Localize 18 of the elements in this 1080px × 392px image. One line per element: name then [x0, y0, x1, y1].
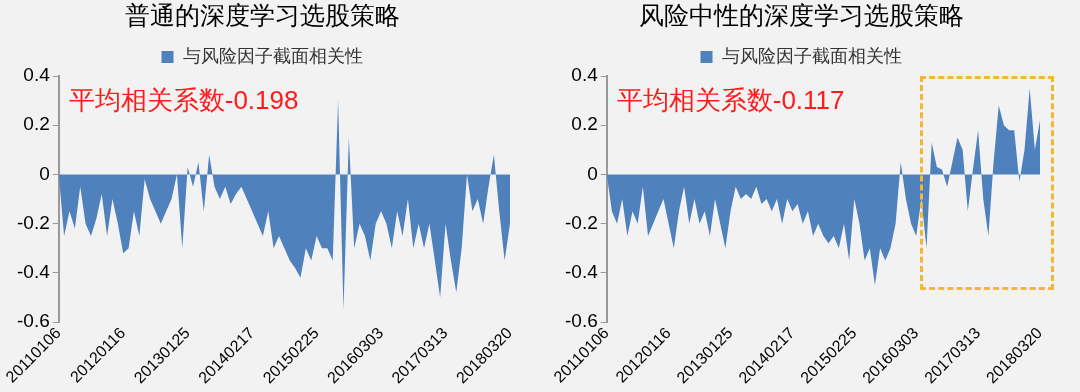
y-tick-label: -0.4 — [16, 261, 51, 283]
chart-title: 风险中性的深度学习选股策略 — [638, 0, 964, 29]
y-tick-label: 0.2 — [23, 113, 50, 135]
y-tick-label: 0 — [587, 162, 598, 184]
y-tick-label: 0 — [39, 162, 50, 184]
annotation: 平均相关系数-0.198 — [68, 85, 299, 116]
legend-label: 与风险因子截面相关性 — [721, 45, 902, 66]
y-tick-label: -0.2 — [16, 211, 50, 233]
legend-label: 与风险因子截面相关性 — [182, 45, 363, 66]
y-tick-label: -0.2 — [564, 211, 598, 233]
y-tick-label: 0.4 — [571, 64, 599, 86]
annotation: 平均相关系数-0.117 — [616, 85, 845, 116]
y-tick-label: 0.4 — [23, 64, 51, 86]
y-tick-label: -0.6 — [564, 310, 598, 332]
chart-title: 普通的深度学习选股策略 — [124, 0, 400, 29]
y-tick-label: 0.2 — [571, 113, 598, 135]
y-tick-label: -0.4 — [564, 261, 599, 283]
y-tick-label: -0.6 — [16, 310, 50, 332]
